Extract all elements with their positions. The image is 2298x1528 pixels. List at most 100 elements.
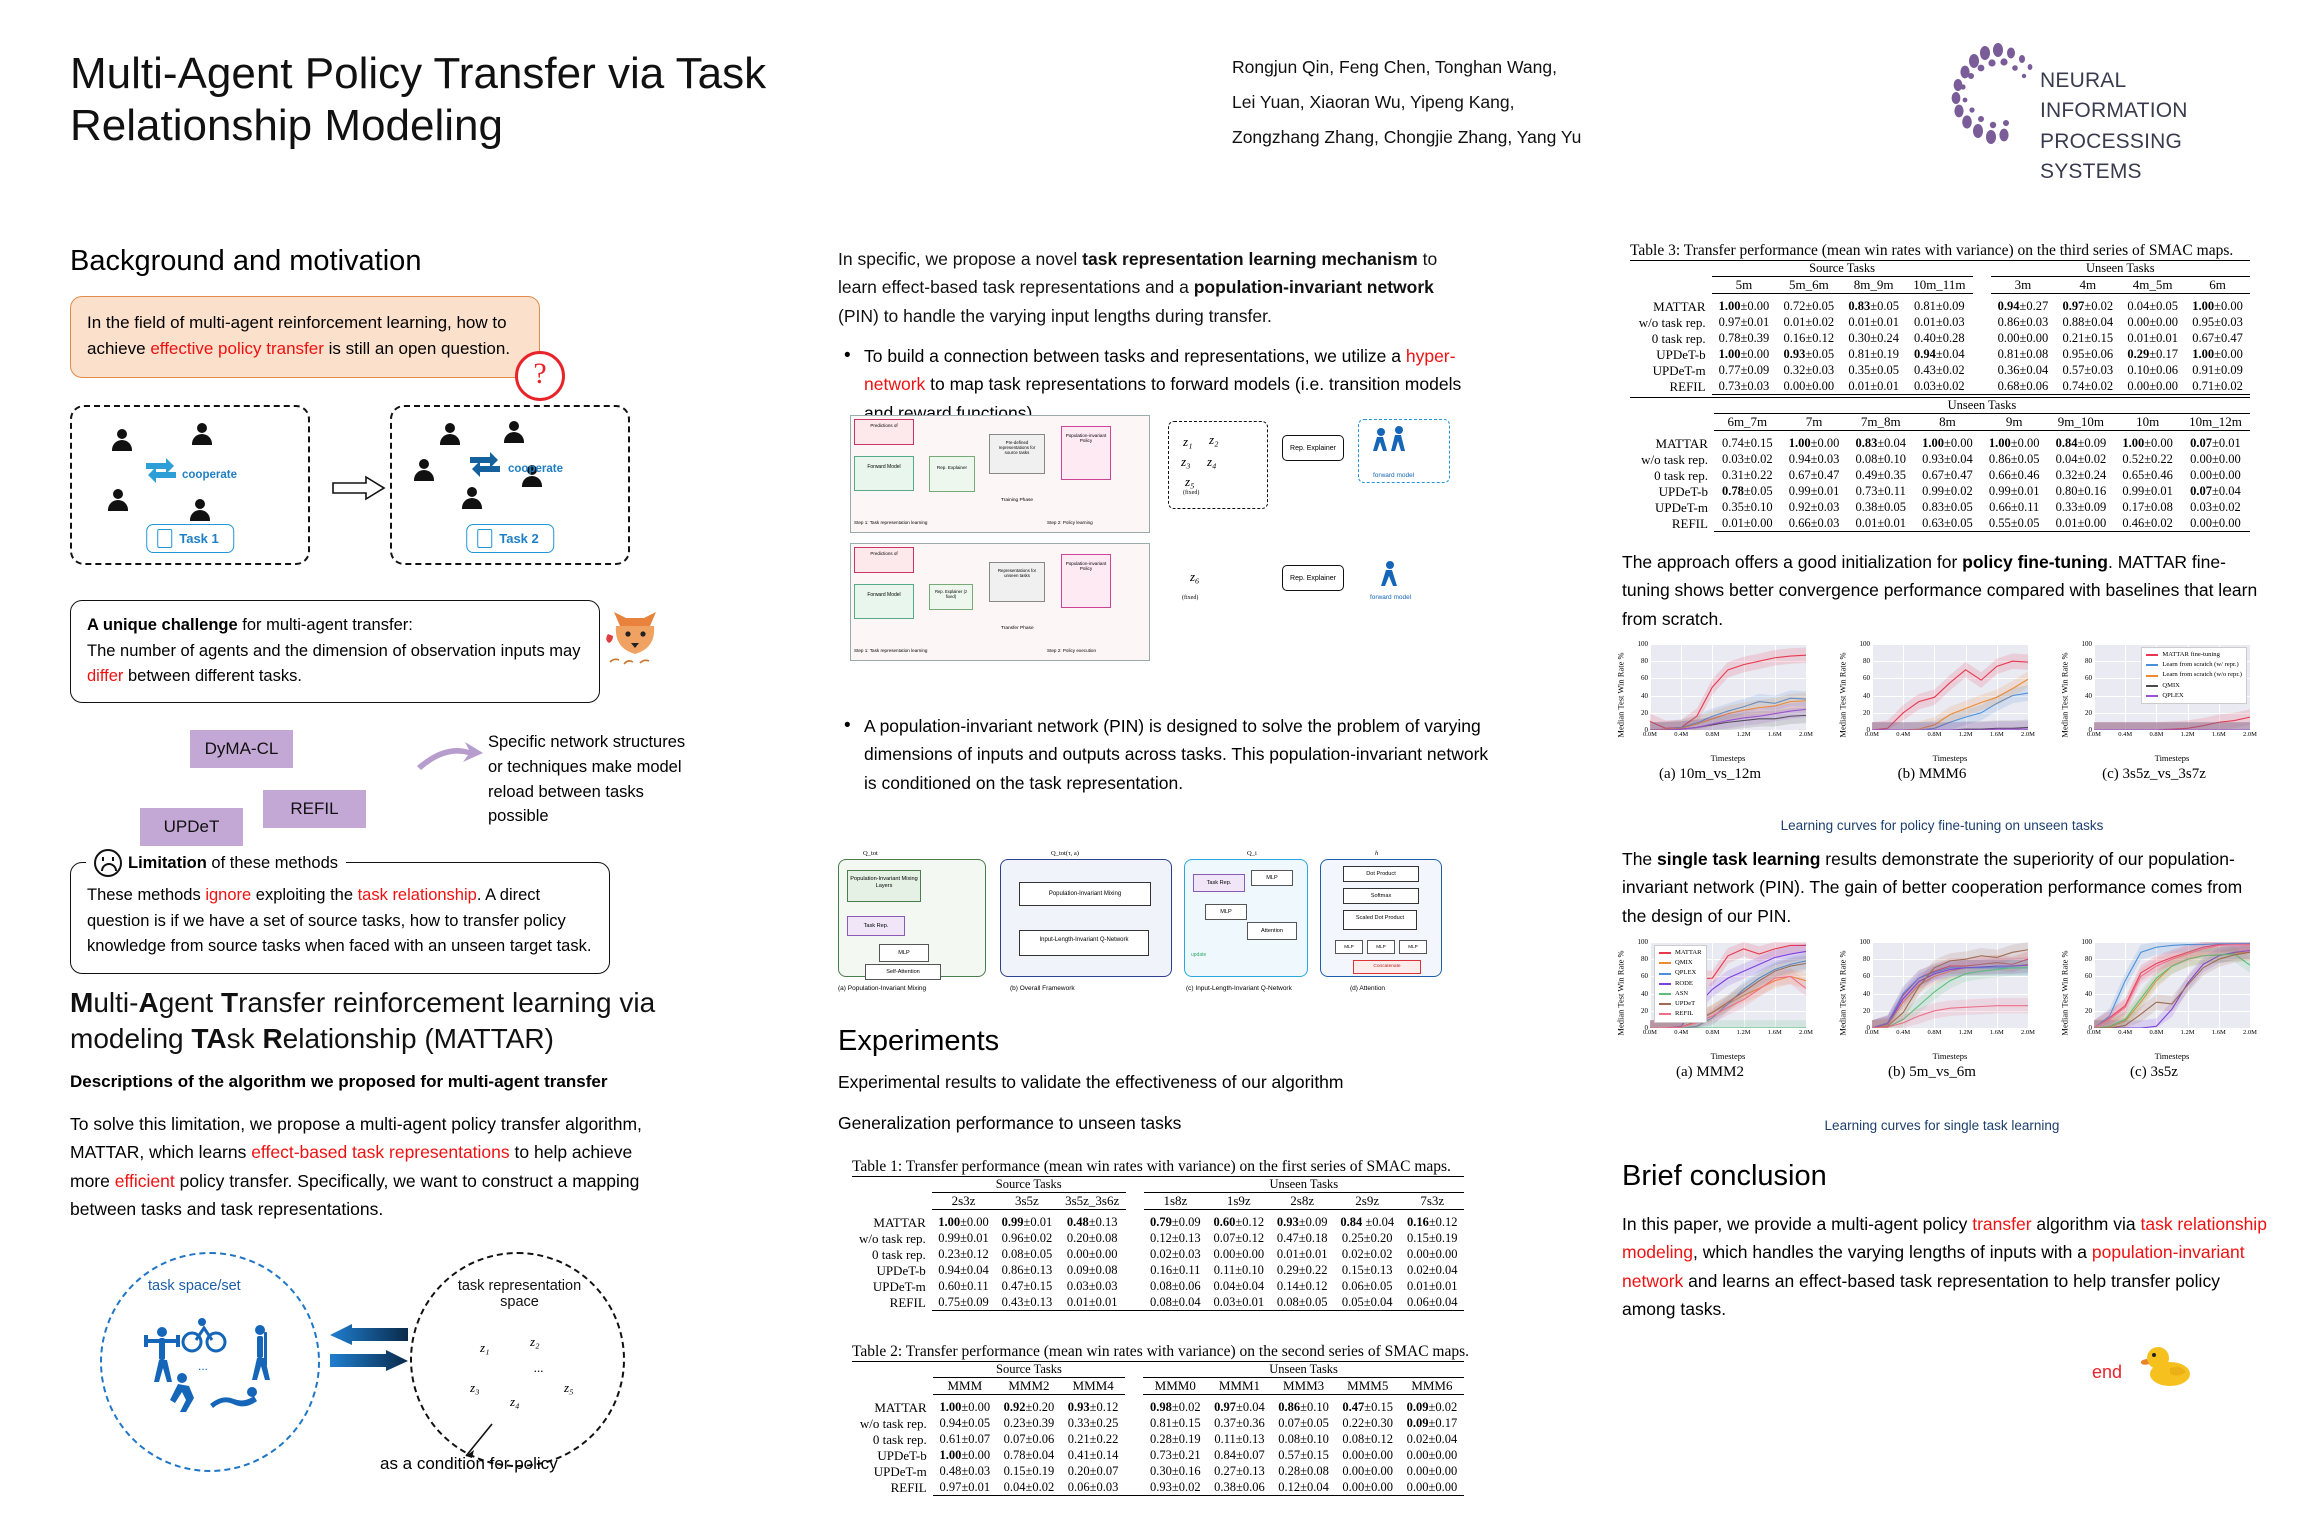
clipboard-gear-icon <box>157 529 173 548</box>
row-header: UPDeT-b <box>1658 483 1708 499</box>
table-cell: 0.01±0.00 <box>2047 515 2115 532</box>
table-cell: 0.00±0.00 <box>1399 1479 1464 1496</box>
cp-hl3: population-invariant network <box>1622 1242 2245 1291</box>
fig1-step2-caption: Step 2: Policy learning <box>1047 520 1093 525</box>
chart-gridline <box>1650 695 1806 697</box>
legend-label: ASN <box>1675 989 1689 997</box>
finetune-chart-row: Median Test Win Rate % 0 20 40 60 80 100 0.0M 0.… <box>1612 640 2272 782</box>
legend-swatch <box>2146 664 2159 667</box>
chart-gridline <box>1903 942 1905 1028</box>
table-cell: 0.71±0.02 <box>2185 378 2250 395</box>
chart-gridline <box>1872 993 2028 995</box>
table-cell: 0.28±0.19 <box>1149 1432 1201 1446</box>
table-cell: 0.04±0.04 <box>1213 1279 1265 1293</box>
fig1-z6: z₆ <box>1190 569 1200 584</box>
chart-gridline <box>2028 644 2029 730</box>
row-header: UPDeT-m <box>1654 499 1708 515</box>
chart-gridline <box>1872 1010 2028 1012</box>
chart-x-tick: 2.0M <box>1799 731 1813 738</box>
mattar-p-a: To solve this limitation, we propose a m… <box>70 1114 642 1163</box>
table-row: UPDeT-b 0.78±0.05 0.99±0.01 0.73±0.11 0.99±0… <box>1630 484 2250 500</box>
mattar-p-hl2: efficient <box>114 1170 175 1191</box>
chart-subcaption: (a) MMM2 <box>1676 1064 1744 1080</box>
table-cell: 0.83±0.05 <box>1922 500 1973 514</box>
z4-label: z₄ <box>510 1394 520 1409</box>
table-row: w/o task rep. 0.03±0.02 0.94±0.03 0.08±0.10… <box>1630 452 2250 468</box>
left-column: Background and motivation In the field o… <box>70 245 670 401</box>
table-cell: 0.94±0.04 <box>1914 347 1965 361</box>
table-cell: 0.41±0.14 <box>1067 1448 1119 1462</box>
chart-x-tick: 0.0M <box>2087 1029 2101 1036</box>
experiments-sub-1: Experimental results to validate the eff… <box>838 1072 1344 1092</box>
table-cell: 0.84±0.09 <box>2055 436 2107 450</box>
challenge-highlight: differ <box>87 667 124 686</box>
row-header: w/o task rep. <box>859 1230 926 1246</box>
fig1b-rep-explainer-box: Rep. Explainer (z fixed) <box>929 584 973 610</box>
single-task-chart-group-caption: Learning curves for single task learning <box>1824 1118 2060 1133</box>
chart-x-tick: 2.0M <box>2243 1029 2257 1036</box>
chart-gridline <box>1650 942 1651 1028</box>
neurips-line-1: NEURAL INFORMATION <box>2040 69 2188 123</box>
table-cell: 0.48±0.13 <box>1066 1215 1118 1229</box>
fig2-caption-c: (c) Input-Length-Invariant Q-Network <box>1186 985 1292 992</box>
chart-y-tick: 20 <box>1863 1006 1870 1015</box>
chart-x-tick: 0.4M <box>1896 1029 1911 1036</box>
fig1-predictions-box: Predictions of <box>854 419 914 445</box>
cp-a: In this paper, we provide a multi-agent … <box>1622 1214 1973 1234</box>
column-header: 8m <box>1914 413 1981 431</box>
agent-icon <box>108 489 128 515</box>
chart-y-tick: 40 <box>2085 691 2092 700</box>
chart-confidence-band <box>1872 956 2028 1028</box>
table-cell: 0.78±0.05 <box>1722 484 1773 498</box>
fig1-forward-model-box-1: forward model <box>1358 419 1450 483</box>
table-row: UPDeT-m 0.48±0.03 0.15±0.19 0.20±0.07 0.30±0… <box>852 1464 1464 1480</box>
chart-panel: Median Test Win Rate % 0 20 40 60 80 100 0.0M 0.… <box>1834 640 2035 782</box>
table-cell: 0.11±0.10 <box>1213 1263 1264 1277</box>
chart-x-tick: 2.0M <box>1799 1029 1813 1036</box>
agent-icon <box>414 459 434 485</box>
table-cell: 0.47±0.15 <box>1342 1400 1394 1414</box>
chart-x-axis-label: Timesteps <box>1710 1051 1746 1061</box>
chart-gridline <box>1872 661 2028 663</box>
fig2-h-label: h <box>1375 850 1379 857</box>
chart-gridline <box>1996 942 1998 1028</box>
chart-confidence-band <box>2094 709 2250 730</box>
table-cell: 1.00±0.00 <box>1922 436 1973 450</box>
table-2-container: Table 2: Transfer performance (mean win … <box>852 1343 1469 1496</box>
column-header: 6m <box>2185 276 2250 294</box>
table-cell: 0.55±0.05 <box>1980 515 2048 532</box>
fig1b-forward-model-box: Forward Model <box>854 584 914 619</box>
column-header: MMM5 <box>1335 1377 1400 1395</box>
chart-y-tick: 40 <box>1641 691 1648 700</box>
chart-gridline <box>1650 976 1806 978</box>
mid-p1-c: to learn effect-based task representatio… <box>838 249 1438 298</box>
table-row: MATTAR 0.74±0.15 1.00±0.00 0.83±0.04 1.00±0.… <box>1630 436 2250 452</box>
table-cell: 0.66±0.46 <box>1988 468 2040 482</box>
table-row: 0 task rep. 0.23±0.12 0.08±0.05 0.00±0.00 0.… <box>852 1247 1464 1263</box>
column-header: 9m <box>1980 413 2048 431</box>
cooperate-swap-icon <box>470 452 500 477</box>
table-cell: 0.07±0.05 <box>1278 1416 1329 1430</box>
table-cell: 0.99±0.01 <box>1988 484 2040 498</box>
transfer-arrow-icon <box>332 475 386 501</box>
table-cell: 0.93±0.05 <box>1783 347 1835 361</box>
task-rep-label-l1: task representation <box>457 1278 582 1294</box>
column-header: 4m_5m <box>2120 276 2186 294</box>
row-header: UPDeT-m <box>1652 362 1706 378</box>
table-cell: 1.00±0.00 <box>2122 436 2173 450</box>
legend-item: QMIX <box>1659 958 1702 968</box>
rp1-a: The approach offers a good initializatio… <box>1622 552 1963 572</box>
fig1b-step2-caption: Step 2: Policy execution <box>1047 648 1097 653</box>
chart-gridline <box>2218 942 2220 1028</box>
right-paragraph-1: The approach offers a good initializatio… <box>1622 548 2270 633</box>
agent-icon <box>504 421 524 447</box>
cp-d: and learns an effect-based task represen… <box>1622 1270 2220 1320</box>
results-table: Source Tasks Unseen Tasks 5m 5m_6m 8m_9m 10m_… <box>1630 260 2250 395</box>
chart-panel: Median Test Win Rate % 0 20 40 60 80 100 0.0M 0.… <box>1834 938 2035 1080</box>
row-header: UPDeT-m <box>873 1463 927 1479</box>
chart-gridline <box>2250 644 2251 730</box>
task-rep-circle <box>410 1252 625 1467</box>
limitation-box: These methods ignore exploiting the task… <box>70 862 610 974</box>
table-cell: 0.35±0.05 <box>1848 363 1899 377</box>
fig1-step1-caption: Step 1: Task representation learning <box>854 520 928 525</box>
